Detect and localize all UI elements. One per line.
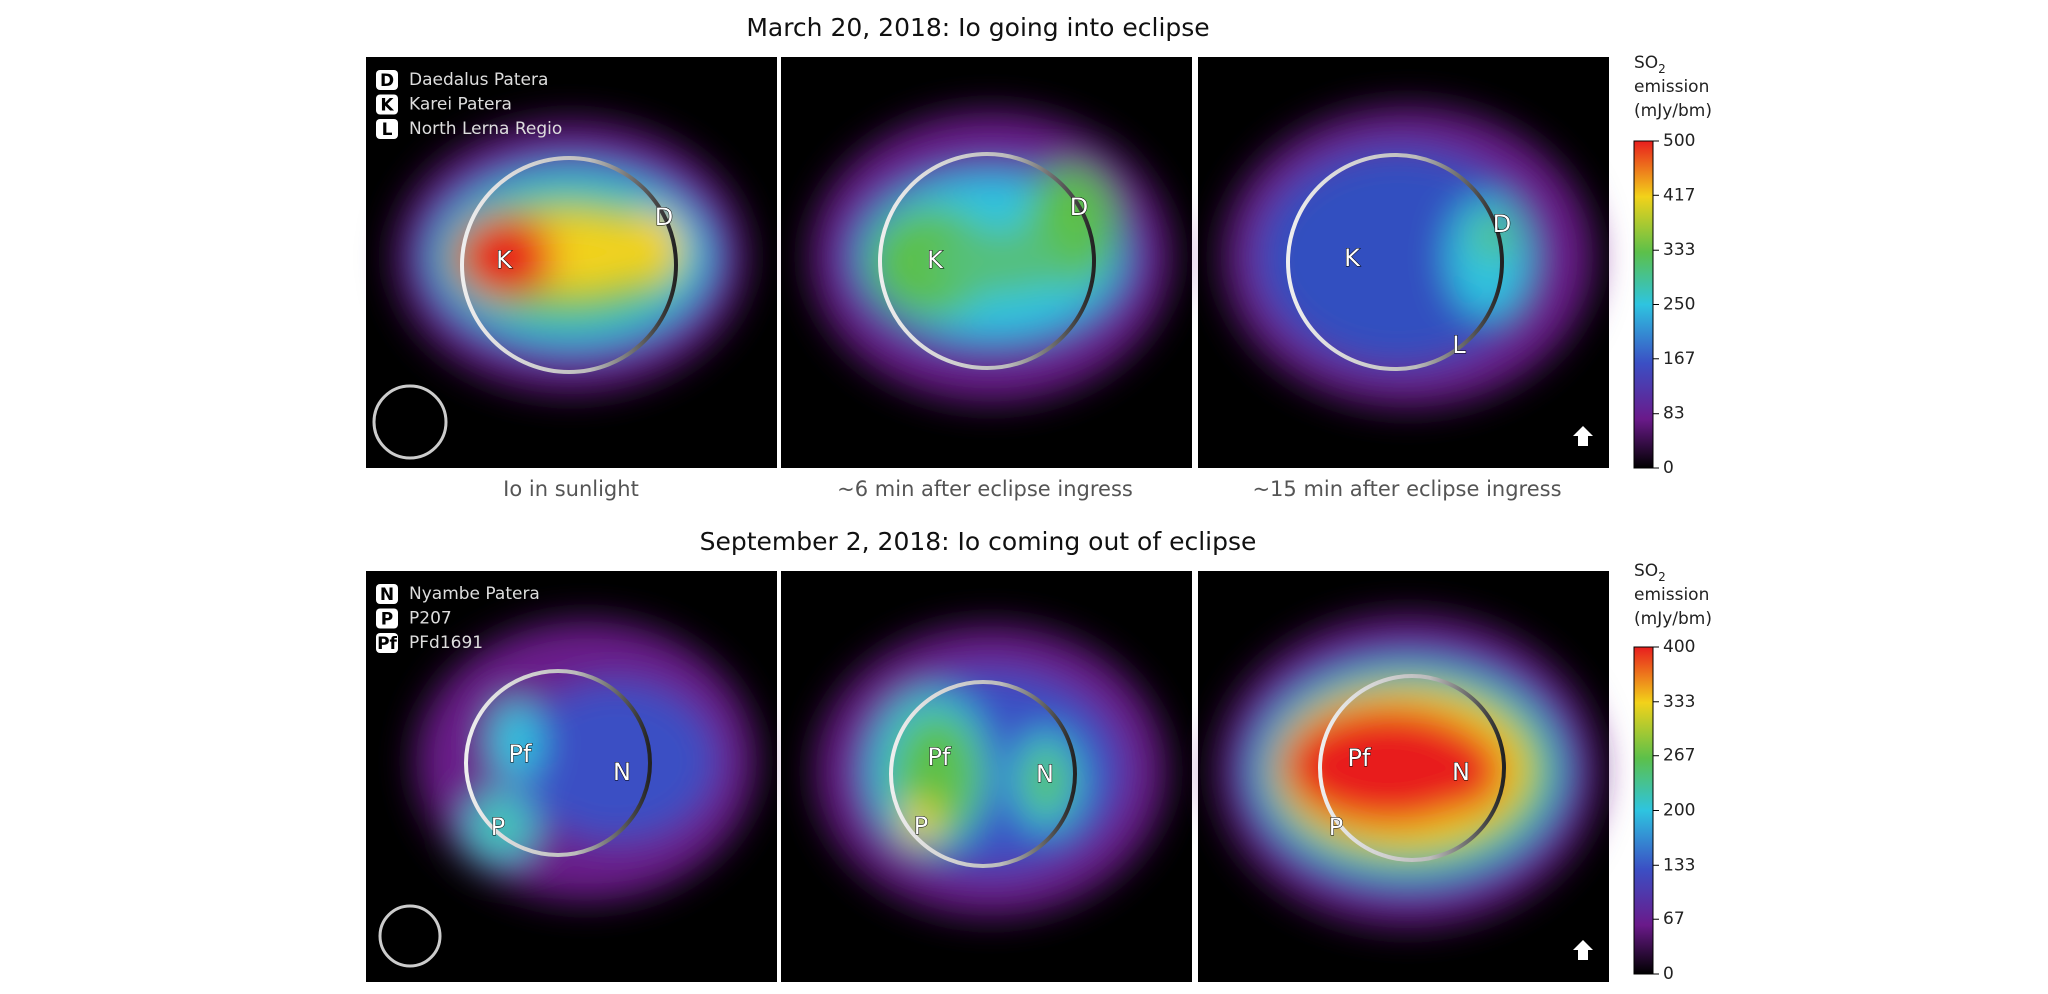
colorbar-tick-label: 0: [1663, 964, 1674, 984]
beam: [378, 904, 442, 968]
colorbar-tick-label: 417: [1663, 185, 1695, 205]
beam: [372, 384, 448, 460]
colorbar: [1633, 646, 1654, 975]
colorbar-label: (mJy/bm): [1634, 609, 1712, 629]
colorbar-tick-label: 133: [1663, 855, 1695, 875]
legend-key: Pf: [377, 634, 397, 654]
north-arrow: [1573, 940, 1593, 960]
io-disk: [464, 669, 652, 857]
colorbar-tick-label: 500: [1663, 131, 1695, 151]
colorbar-label: SO2: [1634, 561, 1666, 584]
legend-key-box: [376, 608, 398, 629]
emission-blob: [458, 217, 554, 297]
colorbar-tick-label: 267: [1663, 746, 1695, 766]
feature-marker: N: [1036, 760, 1054, 788]
panel: K D L: [1198, 57, 1609, 468]
colorbar-label-main: SO: [1634, 53, 1658, 73]
emission-map: [811, 112, 1171, 402]
panel-caption: Io in sunlight: [503, 477, 639, 501]
feature-marker: Pf: [1348, 744, 1371, 772]
emission-map: [816, 626, 1166, 916]
colorbar-label: emission: [1634, 77, 1709, 97]
feature-marker: P: [1329, 813, 1343, 841]
panel: Pf N P: [781, 571, 1192, 982]
colorbar-tick-label: 250: [1663, 295, 1695, 315]
emission-blob: [931, 230, 1071, 294]
feature-marker: N: [613, 758, 631, 786]
panel-caption: ~6 min after eclipse ingress: [837, 477, 1133, 501]
feature-marker: P: [914, 812, 928, 840]
colorbar-tick-label: 83: [1663, 404, 1685, 424]
feature-marker: N: [1452, 758, 1470, 786]
emission-map: [1223, 107, 1593, 407]
feature-marker: K: [496, 246, 513, 274]
colorbar-label-main: SO: [1634, 561, 1658, 581]
panel: KD: [781, 57, 1192, 468]
colorbar-tick-label: 67: [1663, 909, 1685, 929]
emission-blob: [621, 212, 681, 282]
legend-key-box: [376, 94, 398, 115]
feature-marker: Pf: [509, 740, 532, 768]
feature-marker: K: [927, 246, 944, 274]
io-disk: [1286, 153, 1504, 371]
emission-blob: [1423, 731, 1503, 811]
panel: KD: [366, 57, 777, 468]
legend-label: PFd1691: [409, 633, 483, 653]
feature-marker: D: [655, 203, 673, 231]
legend-key: D: [380, 71, 394, 91]
legend-key: L: [382, 120, 393, 140]
legend-key: K: [380, 96, 394, 116]
io-disk: [1318, 674, 1506, 862]
legend-label: Daedalus Patera: [409, 70, 548, 90]
colorbar-label-sub: 2: [1658, 62, 1666, 76]
colorbar-tick-label: 200: [1663, 801, 1695, 821]
legend-label: Karei Patera: [409, 95, 512, 115]
legend-label: P207: [409, 609, 452, 629]
emission-blob: [516, 681, 716, 841]
row-title: September 2, 2018: Io coming out of ecli…: [700, 527, 1257, 556]
emission-blob: [491, 701, 541, 781]
emission-blob: [486, 811, 516, 841]
colorbar-label: emission: [1634, 585, 1709, 605]
colorbar-tick-label: 167: [1663, 349, 1695, 369]
legend-key: N: [380, 585, 394, 605]
feature-marker: Pf: [928, 743, 951, 771]
feature-marker: L: [1452, 331, 1466, 359]
feature-marker: D: [1493, 210, 1511, 238]
colorbar-tick-label: 333: [1663, 692, 1695, 712]
emission-map: [396, 122, 746, 392]
colorbar-tick-label: 400: [1663, 637, 1695, 657]
colorbar-label: SO2: [1634, 53, 1666, 76]
emission-map: [1218, 616, 1598, 926]
io-disk: [460, 156, 678, 374]
colorbar-tick-label: 333: [1663, 240, 1695, 260]
feature-marker: P: [491, 813, 505, 841]
legend-key: P: [381, 610, 393, 630]
emission-blob: [1026, 746, 1066, 816]
io-disk: [889, 680, 1077, 868]
colorbar-tick-label: 0: [1663, 458, 1674, 478]
feature-marker: K: [1344, 244, 1361, 272]
colorbar: [1633, 140, 1654, 469]
north-arrow: [1573, 426, 1593, 446]
emission-blob: [1258, 147, 1538, 367]
feature-marker: D: [1070, 193, 1088, 221]
row-title: March 20, 2018: Io going into eclipse: [746, 13, 1209, 42]
legend-label: North Lerna Regio: [409, 119, 562, 139]
panel-caption: ~15 min after eclipse ingress: [1252, 477, 1561, 501]
legend-key-box: [376, 633, 398, 653]
io-disk: [878, 152, 1096, 370]
legend-label: Nyambe Patera: [409, 584, 540, 604]
colorbar-label-sub: 2: [1658, 570, 1666, 584]
legend-key-box: [376, 119, 398, 139]
legend-key-box: [376, 70, 398, 90]
legend-key-box: [376, 584, 398, 604]
panel: Pf N P: [1198, 571, 1609, 982]
colorbar-label: (mJy/bm): [1634, 101, 1712, 121]
